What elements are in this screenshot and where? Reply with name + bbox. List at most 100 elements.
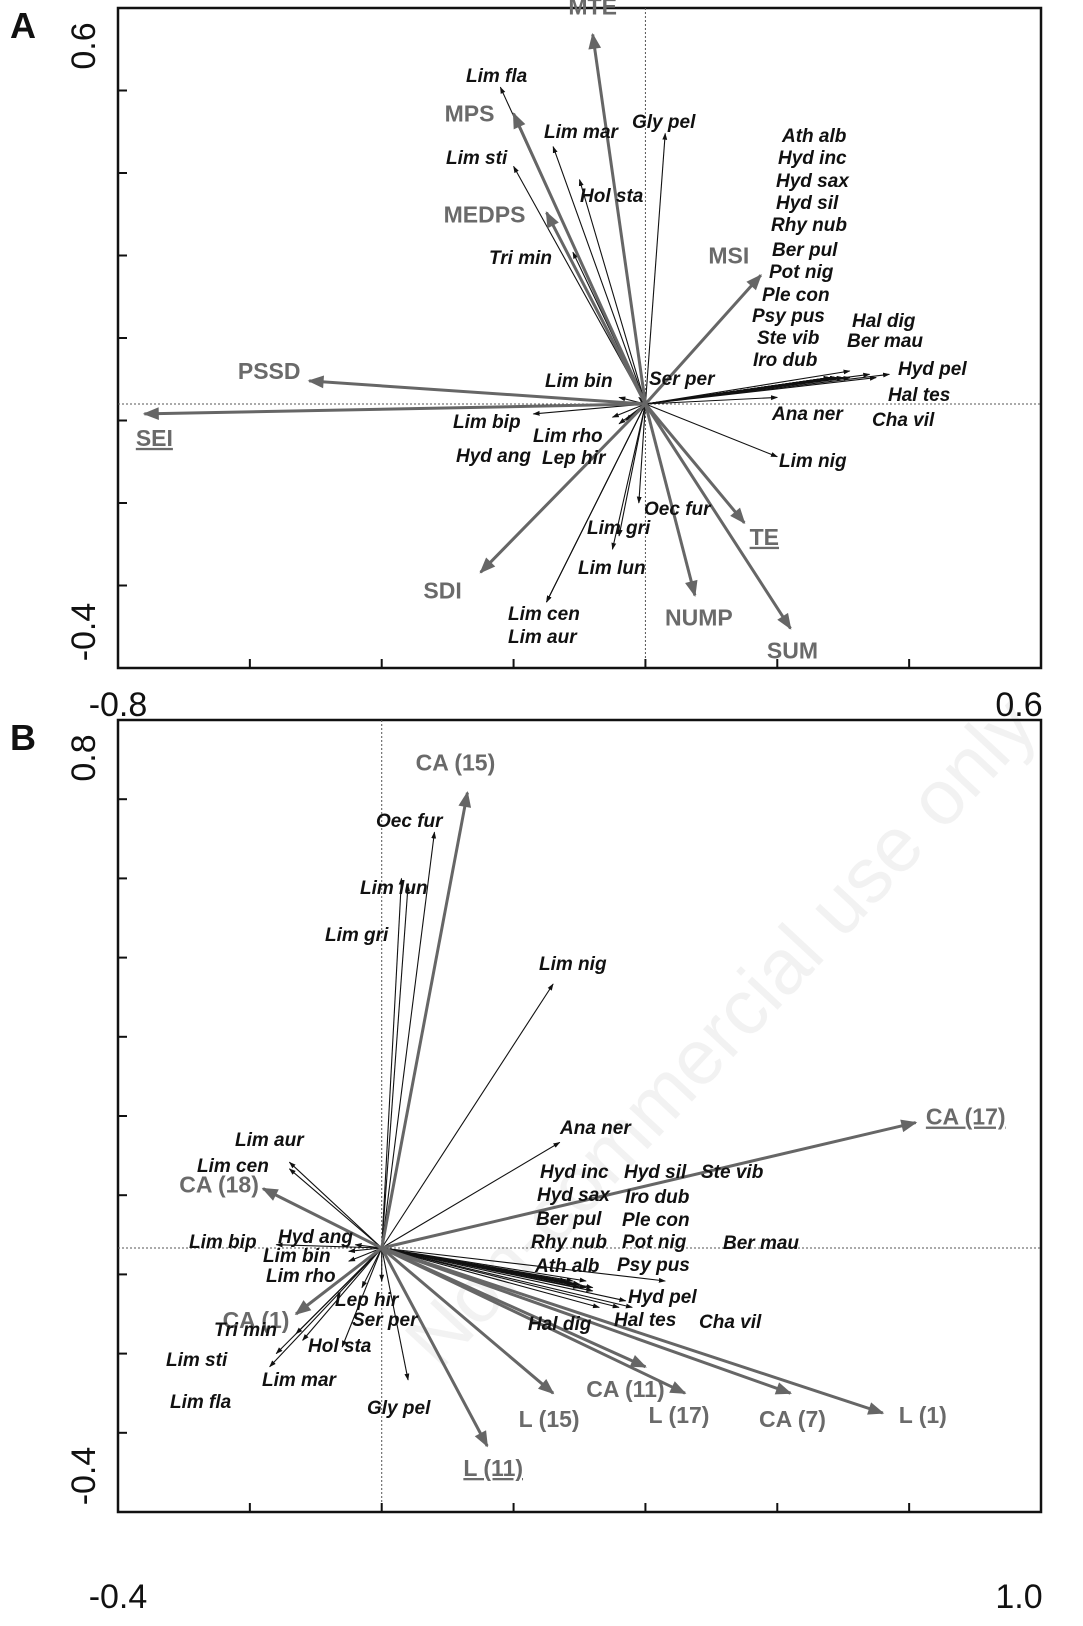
species-label-lim-rho: Lim rho (266, 1266, 336, 1287)
env-label-mps: MPS (445, 101, 495, 127)
species-label-hyd-pel: Hyd pel (628, 1287, 697, 1308)
species-label-hal-tes: Hal tes (888, 385, 950, 406)
species-label-lim-gri: Lim gri (587, 518, 651, 539)
env-arrow-msi (644, 274, 762, 406)
species-label-lep-hir: Lep hir (335, 1290, 400, 1311)
species-label-lim-nig: Lim nig (779, 451, 847, 472)
species-label-lim-nig: Lim nig (539, 954, 607, 975)
species-label-lim-cen: Lim cen (508, 604, 580, 625)
species-label-pot-nig: Pot nig (769, 262, 834, 283)
species-label-lim-bin: Lim bin (545, 371, 613, 392)
panel-a: A -0.8 0.6 -0.4 0.6 MTE MPS MEDPS MSI PSSD SEI TE SD… (10, 0, 1043, 724)
env-label-ca-18: CA (18) (179, 1172, 259, 1198)
species-label-lim-fla: Lim fla (466, 66, 528, 87)
species-arrow-gly-pel (644, 132, 668, 405)
env-arrow-ca-18 (261, 1187, 383, 1250)
env-label-sei: SEI (136, 425, 173, 451)
env-arrow-pssd (307, 375, 646, 406)
species-label-tri-min: Tri min (489, 248, 552, 269)
env-label-pssd: PSSD (238, 358, 301, 384)
panel-b: B -0.4 1.0 -0.4 0.8 CA (15) CA (17) CA (18) CA (… (10, 717, 1043, 1616)
species-label-hyd-sil: Hyd sil (624, 1162, 687, 1183)
species-label-lim-rho: Lim rho (533, 426, 603, 447)
species-label-ber-mau: Ber mau (723, 1233, 799, 1254)
species-label-cha-vil: Cha vil (699, 1312, 762, 1333)
env-label-ca-11: CA (11) (586, 1376, 664, 1402)
species-arrow-hyd-pel (381, 1247, 627, 1302)
species-label-lim-bip: Lim bip (189, 1232, 257, 1253)
species-arrow-lim-gri (617, 403, 646, 537)
species-arrow-lim-fla (269, 1247, 383, 1368)
species-label-lim-sti: Lim sti (446, 148, 508, 169)
species-arrow-oec-fur (636, 403, 646, 504)
env-arrow-mte (588, 32, 647, 405)
species-arrow-lim-mar (302, 1247, 383, 1341)
env-label-l-1: L (1) (899, 1402, 947, 1428)
env-label-ca-1: CA (1) (223, 1307, 290, 1333)
species-label-oec-fur: Oec fur (376, 811, 444, 832)
species-arrow-lim-sti (275, 1247, 383, 1355)
species-label-hyd-pel: Hyd pel (898, 359, 967, 380)
species-arrow-lim-aur (288, 1161, 383, 1249)
env-arrow-l-15 (380, 1246, 555, 1395)
x-tick-label-max: 0.6 (995, 686, 1042, 724)
species-label-ser-per: Ser per (352, 1310, 419, 1331)
env-arrow-ca-1 (294, 1246, 383, 1316)
species-arrow-cha-vil (645, 375, 877, 405)
env-label-ca-7: CA (7) (759, 1406, 826, 1432)
env-label-l-17: L (17) (649, 1402, 710, 1428)
species-label-hyd-inc: Hyd inc (540, 1162, 609, 1183)
species-arrow-lim-bin (348, 1247, 382, 1254)
species-label-lim-gri: Lim gri (325, 925, 389, 946)
env-arrow-l-11 (380, 1247, 489, 1448)
env-arrow-sdi (479, 402, 647, 574)
species-label-ber-pul: Ber pul (536, 1209, 602, 1230)
species-label-lim-fla: Lim fla (170, 1392, 232, 1413)
species-arrow-lim-nig (645, 403, 778, 458)
species-arrow-hol-sta (578, 178, 646, 405)
species-label-lim-bip: Lim bip (453, 412, 521, 433)
env-arrow-mps (512, 112, 647, 405)
env-label-te: TE (750, 524, 779, 550)
species-arrow-cha-vil (381, 1247, 633, 1309)
env-label-nump: NUMP (665, 604, 733, 630)
env-label-ca-15: CA (15) (416, 750, 496, 776)
species-label-iro-dub: Iro dub (753, 350, 818, 371)
species-label-hyd-ang: Hyd ang (278, 1227, 353, 1248)
species-label-hal-dig: Hal dig (852, 311, 916, 332)
species-arrow-hol-sta (341, 1247, 383, 1348)
species-label-rhy-nub: Rhy nub (771, 215, 847, 236)
species-label-pot-nig: Pot nig (622, 1232, 687, 1253)
species-label-ste-vib: Ste vib (757, 328, 820, 349)
env-arrow-sum (644, 403, 792, 630)
y-tick-label-max: 0.6 (65, 22, 103, 69)
species-label-hal-tes: Hal tes (614, 1310, 676, 1331)
env-label-l-11: L (11) (463, 1455, 523, 1481)
species-label-hol-sta: Hol sta (580, 186, 644, 207)
x-tick-label-min: -0.4 (89, 1578, 148, 1616)
x-tick-label-min: -0.8 (89, 686, 148, 724)
species-arrow-lim-cen (288, 1168, 383, 1249)
species-label-lim-cen: Lim cen (197, 1156, 269, 1177)
species-label-ber-pul: Ber pul (772, 240, 838, 261)
species-label-ath-alb: Ath alb (534, 1256, 600, 1277)
species-label-ser-per: Ser per (649, 369, 716, 390)
species-arrow-hyd-ang (611, 403, 646, 418)
species-arrow-gly-pel (381, 1247, 410, 1381)
species-label-lim-bin: Lim bin (263, 1246, 331, 1267)
species-label-rhy-nub: Rhy nub (531, 1232, 607, 1253)
species-label-psy-pus: Psy pus (752, 306, 825, 327)
species-label-cha-vil: Cha vil (872, 410, 935, 431)
species-arrow-lim-lun (611, 403, 646, 550)
species-label-lim-lun: Lim lun (578, 558, 646, 579)
species-arrow-lim-lun (381, 877, 404, 1249)
species-arrow-hal-dig (381, 1247, 600, 1309)
species-arrow-lim-aur (546, 403, 646, 603)
species-label-ath-alb: Ath alb (781, 126, 847, 147)
species-label-ple-con: Ple con (762, 285, 830, 306)
species-label-lim-lun: Lim lun (360, 878, 428, 899)
species-label-tri-min: Tri min (214, 1320, 277, 1341)
species-arrow-lim-nig (381, 983, 554, 1249)
env-label-msi: MSI (708, 242, 749, 268)
species-arrow-ber-mau (381, 1247, 666, 1283)
